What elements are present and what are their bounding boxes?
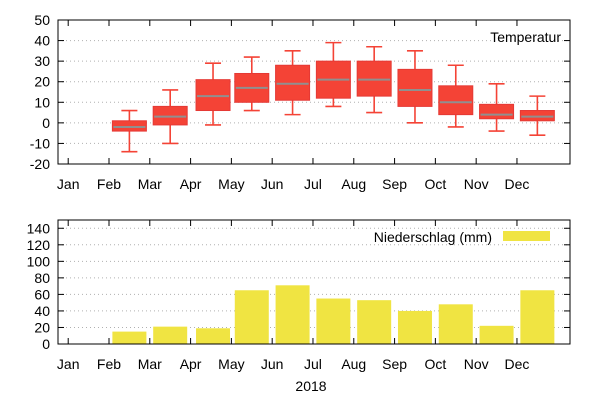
box-iqr [438,85,474,116]
y-tick-label: -10 [30,135,50,151]
x-axis-title: 2018 [295,378,326,394]
box-iqr [356,60,392,97]
precip-bar [479,325,514,344]
x-tick-label: Oct [424,176,446,192]
y-tick-label: 20 [34,319,50,335]
x-tick-label: Oct [424,356,446,372]
legend-label: Niederschlag (mm) [374,229,492,245]
x-tick-label: Jan [57,176,80,192]
precip-bar [234,290,269,344]
precip-bar [520,290,555,344]
x-tick-label: Jun [261,176,284,192]
precip-bar [438,304,473,344]
x-tick-label: Jan [57,356,80,372]
x-tick-label: May [218,176,244,192]
precip-bar [112,331,147,344]
x-tick-label: Apr [180,176,202,192]
y-tick-label: 0 [42,336,50,352]
x-tick-label: Jul [304,176,322,192]
y-tick-label: 140 [27,220,51,236]
legend-label: Temperatur [490,29,561,45]
y-tick-label: 0 [42,115,50,131]
y-tick-label: 60 [34,286,50,302]
y-tick-label: 100 [27,253,51,269]
x-tick-label: Jul [304,356,322,372]
x-tick-label: Feb [97,176,121,192]
x-tick-label: Feb [97,356,121,372]
box-iqr [195,79,231,112]
x-tick-label: Aug [341,176,366,192]
x-tick-label: Sep [382,176,407,192]
x-tick-label: May [218,356,244,372]
y-tick-label: 30 [34,53,50,69]
y-tick-label: 120 [27,237,51,253]
y-tick-label: 40 [34,33,50,49]
box-iqr [152,105,188,126]
x-tick-label: Jun [261,356,284,372]
box-iqr [111,120,147,132]
y-tick-label: 40 [34,303,50,319]
y-tick-label: 20 [34,74,50,90]
box-iqr [275,64,311,101]
box-iqr [479,103,515,120]
precip-bar [316,298,351,344]
precip-bar [357,300,392,344]
y-tick-label: -20 [30,156,50,172]
x-tick-label: Dec [505,356,530,372]
box-iqr [397,68,433,107]
precip-bar [397,310,432,344]
x-tick-label: Mar [138,176,162,192]
y-tick-label: 80 [34,270,50,286]
y-tick-label: 50 [34,12,50,28]
x-tick-label: Nov [464,176,489,192]
plot-frame [57,19,571,165]
precip-bar [275,285,310,344]
plot-frame [57,219,571,345]
x-tick-label: Nov [464,356,489,372]
legend-swatch [503,231,550,241]
box-iqr [519,110,555,122]
x-tick-label: Sep [382,356,407,372]
temperature-panel: -20 -10 0 10 20 30 40 50 Jan Feb Mar Apr May Jun Jul Au… [30,12,571,192]
x-tick-label: Mar [138,356,162,372]
precip-bar [196,328,231,344]
x-tick-label: Aug [341,356,366,372]
precip-bar [153,326,188,344]
y-tick-label: 10 [34,94,50,110]
x-tick-label: Apr [180,356,202,372]
x-tick-label: Dec [505,176,530,192]
